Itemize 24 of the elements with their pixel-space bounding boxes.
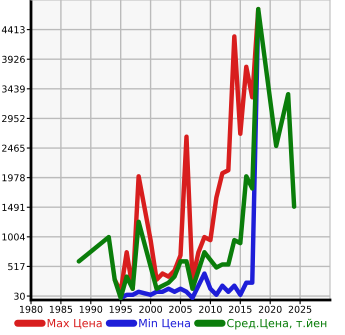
x-tick-label: 2020: [258, 306, 282, 313]
y-tick-label: 1004: [2, 233, 25, 241]
x-tick-label: 1995: [110, 306, 132, 313]
legend-label: Max Цена: [48, 319, 102, 329]
x-tick-label: 1985: [50, 306, 72, 313]
x-tick-label: 2025: [288, 306, 312, 313]
y-tick-label: 2465: [2, 144, 25, 152]
legend-label: Сред.Цена, т.йен: [227, 318, 326, 330]
x-tick-label: 2000: [139, 306, 162, 313]
y-tick-label: 30: [14, 292, 25, 300]
y-tick-label: 3926: [2, 56, 25, 63]
line-series: [76, 6, 296, 300]
y-tick-label: 4413: [2, 26, 25, 34]
x-tick-label: 2015: [228, 306, 252, 313]
x-tick-label: 1980: [20, 306, 42, 313]
x-tick-label: 2010: [199, 306, 222, 313]
x-tick-label: 2005: [169, 306, 192, 313]
y-tick-label: 3439: [2, 85, 25, 93]
legend-label: Min Цена: [139, 318, 190, 329]
y-tick-label: 1978: [2, 174, 25, 182]
y-tick-label: 2952: [2, 115, 24, 122]
y-tick-label: 517: [8, 263, 25, 270]
x-tick-label: 1990: [80, 306, 102, 313]
y-tick-label: 1491: [2, 204, 25, 211]
